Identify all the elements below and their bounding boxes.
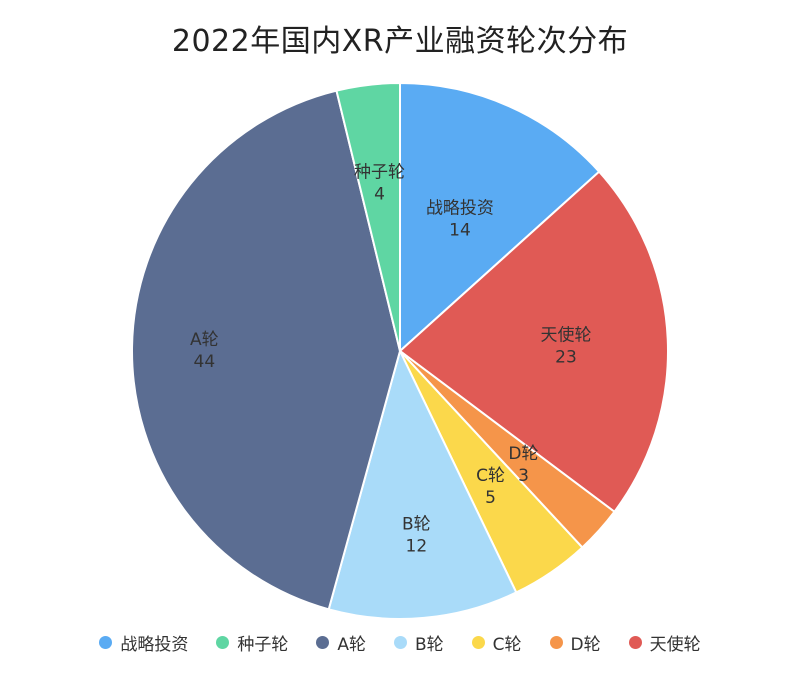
slice-value-label: 14	[449, 220, 471, 240]
chart-title: 2022年国内XR产业融资轮次分布	[171, 24, 629, 59]
legend-item[interactable]: B轮	[394, 630, 444, 655]
legend-item[interactable]: 种子轮	[216, 630, 288, 655]
legend-swatch	[549, 636, 563, 649]
slice-value-label: 3	[518, 466, 529, 486]
legend-swatch	[99, 636, 113, 649]
slice-value-label: 4	[374, 185, 385, 205]
legend-swatch	[471, 636, 485, 649]
slice-value-label: 12	[406, 537, 428, 557]
pie-slice-5[interactable]	[327, 348, 518, 620]
slice-category-label: C轮	[476, 466, 505, 486]
slice-category-label: A轮	[190, 330, 219, 350]
legend-label: C轮	[492, 635, 522, 655]
pie-slice-6[interactable]	[131, 89, 402, 611]
legend-item[interactable]: A轮	[316, 630, 366, 655]
legend-swatch	[316, 636, 330, 649]
legend-label: B轮	[415, 635, 444, 655]
legend-swatch	[628, 636, 642, 649]
pie-slice-2[interactable]	[398, 170, 669, 514]
legend-label: D轮	[570, 635, 601, 655]
slice-category-label: 战略投资	[426, 198, 494, 218]
pie-slice-7[interactable]	[335, 81, 401, 352]
slice-category-label: D轮	[508, 444, 538, 464]
slice-value-label: 5	[485, 488, 496, 508]
legend-swatch	[216, 636, 230, 649]
legend-label: 天使轮	[649, 635, 701, 655]
legend-item[interactable]: D轮	[549, 630, 601, 655]
slice-value-label: 44	[194, 352, 216, 372]
legend-item[interactable]: C轮	[471, 630, 522, 655]
pie-slices	[131, 81, 669, 620]
legend-label: 战略投资	[120, 635, 189, 655]
slice-value-label: 23	[555, 348, 577, 368]
legend-swatch	[394, 636, 407, 649]
slice-category-label: B轮	[402, 515, 431, 535]
legend-label: A轮	[337, 635, 366, 655]
legend-item[interactable]: 天使轮	[628, 630, 701, 655]
legend-item[interactable]: 战略投资	[99, 630, 188, 655]
pie-slice-1[interactable]	[399, 81, 601, 354]
slice-category-label: 天使轮	[540, 325, 591, 346]
legend-label: 种子轮	[237, 635, 289, 655]
chart-legend: 战略投资 种子轮 A轮 B轮 C轮 D轮 天使轮	[0, 630, 800, 655]
slice-category-label: 种子轮	[354, 163, 405, 183]
